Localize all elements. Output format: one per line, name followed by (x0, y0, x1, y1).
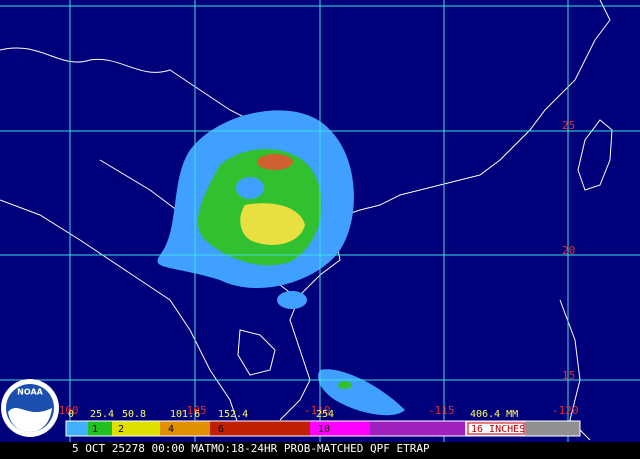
island-taiwan (577, 119, 613, 191)
legend-mm-label: 101.6 (170, 409, 200, 420)
color-bar-frame (65, 420, 581, 437)
border-line (0, 199, 241, 431)
graticule (0, 0, 640, 442)
lon-label: -120 (552, 404, 579, 417)
rainfall-field (157, 110, 405, 416)
lat-label: 25 (562, 119, 575, 132)
legend-inch-label: 16 INCHES (471, 424, 525, 435)
color-swatch (370, 421, 465, 436)
legend-mm-label: 0 (68, 409, 74, 420)
legend-inch-label: 2 (118, 424, 124, 435)
legend-mm-label: 152.4 (218, 409, 248, 420)
lon-label: -105 (180, 404, 207, 417)
legend-mm-label: 254 (316, 409, 334, 420)
inch-unit-box (467, 422, 525, 435)
legend-mm-label: 50.8 (122, 409, 146, 420)
caption: 5 OCT 25278 00:00 MATMO:18-24HR PROB-MAT… (72, 442, 430, 455)
legend-inch-label: 4 (168, 424, 174, 435)
lon-label: -115 (428, 404, 455, 417)
rain-light (236, 177, 264, 199)
lat-label: 20 (562, 244, 575, 257)
lon-label: -110 (304, 404, 331, 417)
legend-mm-label: 406.4 MM (470, 409, 518, 420)
color-swatch (310, 421, 370, 436)
color-swatch (525, 421, 580, 436)
legend-inch-label: 10 (318, 424, 330, 435)
rain-moderate (338, 381, 352, 389)
color-swatch (160, 421, 210, 436)
legend-inch-label: 6 (218, 424, 224, 435)
caption-bar (0, 442, 640, 455)
rain-light (277, 291, 307, 309)
rain-light (318, 369, 405, 416)
border-line (0, 47, 261, 126)
legend-inch-label: 1 (92, 424, 98, 435)
color-swatch (88, 421, 112, 436)
noaa-logo: NOAA (1, 379, 59, 437)
island-hainan (237, 329, 276, 376)
color-swatch (210, 421, 310, 436)
lat-label: 15 (562, 369, 575, 382)
color-swatch (66, 421, 88, 436)
legend-mm-label: 25.4 (90, 409, 114, 420)
coastline-main (279, 0, 611, 421)
logo-wave (8, 408, 52, 432)
rain-heavy (240, 203, 305, 245)
logo-text: NOAA (17, 388, 43, 397)
color-swatch (112, 421, 160, 436)
rain-very-heavy (257, 154, 293, 170)
